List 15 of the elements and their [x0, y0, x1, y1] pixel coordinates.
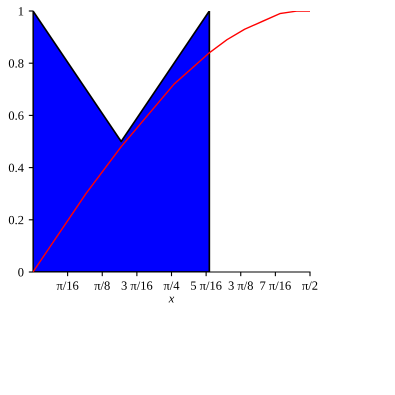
x-tick-label: π/4 [164, 281, 180, 290]
x-tick-label: π/8 [94, 281, 110, 290]
x-tick-label: 5 π/16 [191, 281, 222, 290]
y-tick-label: 1 [18, 7, 24, 16]
y-tick-label: 0.8 [8, 59, 24, 68]
y-tick-label: 0.4 [8, 164, 24, 172]
x-tick-label: 7 π/16 [260, 281, 291, 290]
y-tick-label: 0 [18, 268, 24, 276]
y-tick-label: 0.2 [8, 216, 24, 224]
x-axis-title: x [168, 296, 174, 302]
x-tick-label: 3 π/16 [122, 281, 152, 290]
x-tick-label: 3 π/8 [228, 281, 253, 290]
x-tick-label: π/2 [302, 281, 318, 290]
x-tick-label: π/16 [56, 281, 78, 290]
y-tick-label: 0.6 [8, 111, 24, 120]
